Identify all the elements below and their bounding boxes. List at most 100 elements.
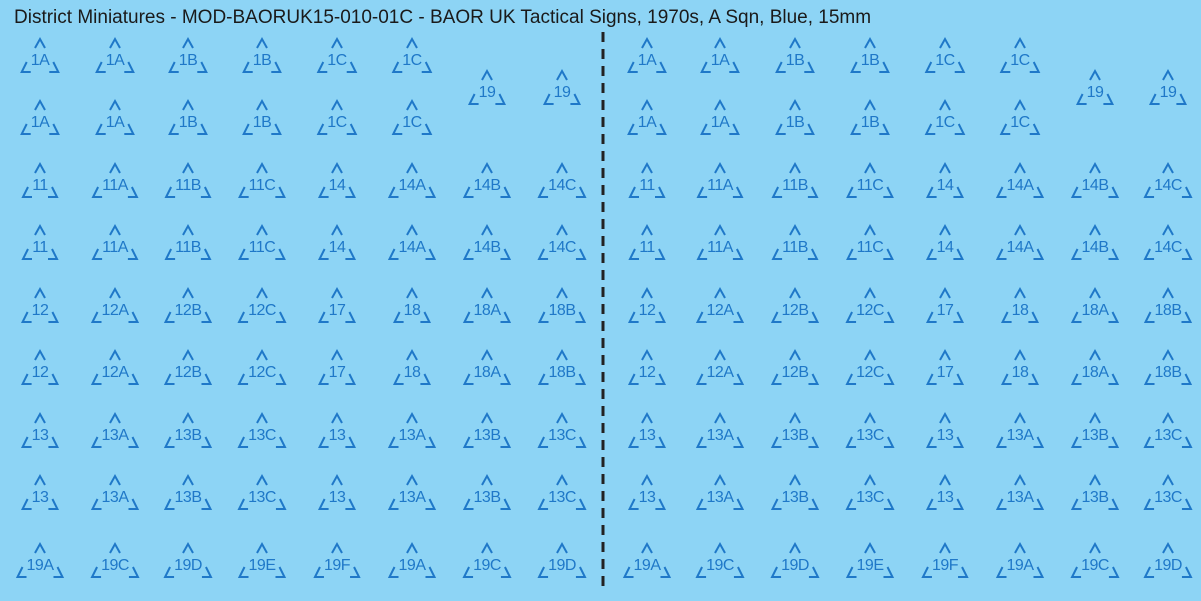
sign-left-base	[850, 123, 861, 135]
tactical-sign: 13A	[695, 473, 745, 510]
tactical-sign: 13A	[995, 473, 1045, 510]
sign-label: 13B	[782, 427, 809, 444]
sign-left-base	[391, 61, 403, 73]
tactical-sign: 19	[467, 68, 507, 105]
sign-label: 13A	[1007, 427, 1035, 444]
tactical-sign: 1A	[95, 98, 135, 135]
sign-label: 19D	[781, 557, 809, 574]
sign-caret	[34, 161, 46, 174]
sign-left-base	[164, 248, 176, 260]
sign-right-base	[128, 436, 140, 448]
sign-label: 12	[639, 302, 656, 319]
sign-label: 17	[329, 302, 346, 319]
sign-caret	[109, 286, 121, 299]
sign-right-base	[425, 566, 437, 578]
sign-right-base	[128, 566, 140, 578]
sign-left-base	[316, 61, 328, 73]
sign-label: 13C	[856, 489, 884, 506]
tactical-sign: 12C	[237, 286, 287, 323]
sign-caret	[481, 223, 493, 236]
sign-right-base	[425, 186, 437, 198]
sign-caret	[1162, 541, 1174, 554]
sign-left-base	[627, 498, 639, 510]
tactical-sign: 1C	[999, 36, 1041, 73]
tactical-sign: 19F	[921, 541, 969, 578]
sign-left-base	[845, 373, 857, 385]
sign-label: 1C	[327, 114, 346, 131]
sign-left-base	[238, 186, 249, 198]
sign-left-base	[696, 186, 708, 198]
sign-left-base	[1143, 186, 1155, 198]
sign-caret	[256, 411, 268, 424]
sign-caret	[714, 473, 726, 486]
tactical-sign: 14	[925, 223, 965, 260]
tactical-sign: 13	[627, 473, 667, 510]
sign-right-base	[1108, 373, 1120, 385]
sign-caret	[1089, 541, 1101, 554]
tactical-sign: 19	[542, 68, 582, 105]
sign-left-base	[1143, 311, 1155, 323]
sign-caret	[556, 161, 568, 174]
tactical-sign: 18B	[537, 286, 587, 323]
sign-label: 19E	[249, 557, 276, 574]
sign-left-base	[462, 186, 474, 198]
sign-right-base	[48, 311, 60, 323]
tactical-sign: 13B	[163, 473, 213, 510]
sign-label: 1C	[327, 52, 346, 69]
sign-caret	[1014, 473, 1026, 486]
tactical-sign: 11B	[164, 161, 212, 198]
sign-left-base	[537, 373, 549, 385]
sign-left-base	[921, 566, 932, 578]
tactical-sign: 1C	[999, 98, 1041, 135]
sign-right-base	[500, 566, 512, 578]
sign-left-base	[845, 311, 857, 323]
sign-left-base	[1143, 498, 1155, 510]
sign-caret	[714, 411, 726, 424]
sign-right-base	[48, 436, 60, 448]
sign-right-base	[958, 566, 969, 578]
sign-left-base	[695, 566, 707, 578]
tactical-sign: 12B	[770, 348, 820, 385]
tactical-sign: 12	[20, 348, 60, 385]
sign-right-base	[500, 373, 512, 385]
sign-right-base	[48, 248, 59, 260]
sign-right-base	[1103, 93, 1115, 105]
sign-right-base	[1033, 248, 1045, 260]
sign-left-base	[317, 186, 329, 198]
sign-caret	[1089, 223, 1101, 236]
sign-right-base	[49, 61, 60, 73]
sign-caret	[864, 286, 876, 299]
sign-right-base	[201, 498, 213, 510]
sign-right-base	[1033, 566, 1045, 578]
sign-right-base	[729, 61, 740, 73]
tactical-sign: 13C	[1143, 473, 1193, 510]
sign-caret	[256, 223, 268, 236]
sign-caret	[714, 98, 726, 111]
sign-caret	[182, 541, 194, 554]
tactical-sign: 17	[317, 286, 357, 323]
tactical-sign: 13B	[1070, 473, 1120, 510]
sign-left-base	[1070, 498, 1082, 510]
sign-right-base	[808, 436, 820, 448]
sign-label: 11	[639, 239, 655, 256]
sign-left-base	[542, 93, 554, 105]
sign-caret	[1014, 411, 1026, 424]
tactical-sign: 13	[627, 411, 667, 448]
sign-caret	[406, 98, 418, 111]
sign-right-base	[275, 248, 286, 260]
tactical-sign: 1B	[775, 36, 815, 73]
sign-left-base	[15, 566, 27, 578]
sign-left-base	[995, 436, 1007, 448]
sign-left-base	[925, 311, 937, 323]
sign-left-base	[622, 566, 634, 578]
sign-left-base	[999, 61, 1011, 73]
sign-label: 13	[329, 489, 346, 506]
sign-left-base	[20, 61, 31, 73]
sign-caret	[182, 161, 194, 174]
sign-label: 13	[937, 427, 954, 444]
tactical-sign: 11B	[164, 223, 212, 260]
tactical-sign: 1C	[316, 36, 358, 73]
sign-label: 1B	[253, 52, 272, 69]
tactical-sign: 1C	[316, 98, 358, 135]
sign-label: 19F	[324, 557, 351, 574]
